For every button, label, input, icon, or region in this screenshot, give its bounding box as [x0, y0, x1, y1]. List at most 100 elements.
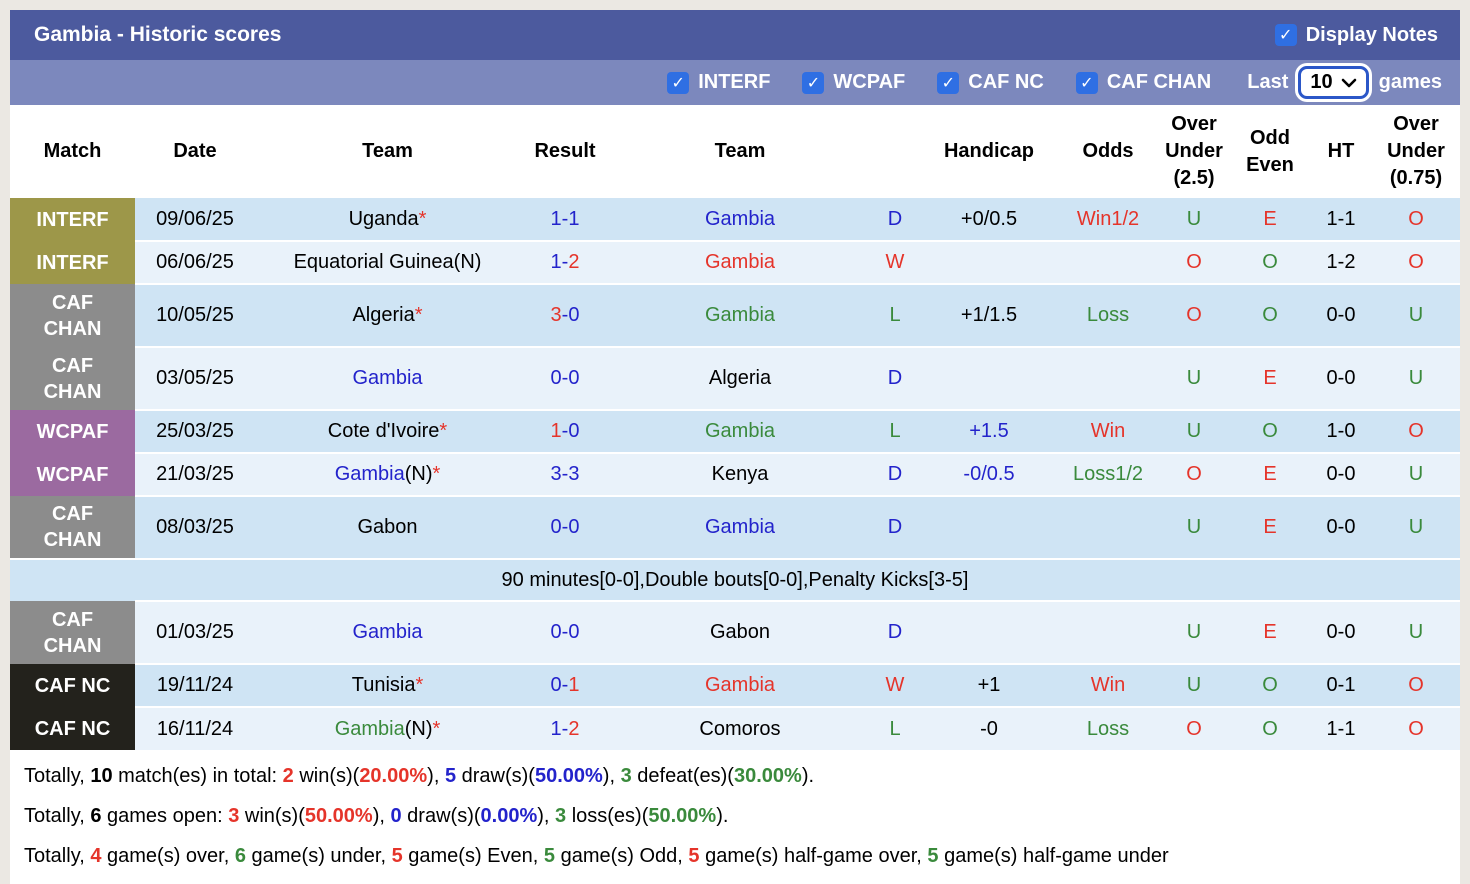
display-notes-label: Display Notes — [1305, 23, 1438, 46]
cell-away-team: Kenya — [610, 452, 870, 496]
cell-dwl: D — [870, 346, 920, 410]
table-header-row: Match Date Team Result Team Handicap Odds Over … — [10, 105, 1460, 198]
col-header-odd-even: Odd Even — [1230, 105, 1310, 198]
table-row: WCPAF 21/03/25 Gambia(N)* 3-3 Kenya D -0/0.5 Lo… — [10, 452, 1460, 496]
league-badge: CAF CHAN — [10, 496, 135, 559]
league-badge: INTERF — [10, 198, 135, 241]
cell-handicap — [920, 600, 1058, 664]
cell-date: 16/11/24 — [135, 706, 255, 750]
summary-footer: Totally, 10 match(es) in total: 2 win(s)… — [10, 750, 1460, 884]
games-count-value: 10 — [1310, 71, 1333, 93]
cell-home-team: Tunisia* — [255, 663, 520, 707]
cell-dwl: L — [870, 283, 920, 347]
col-header-dwl — [870, 105, 920, 198]
checkbox-checked-icon[interactable] — [802, 71, 825, 94]
table-row: CAF CHAN 01/03/25 Gambia 0-0 Gabon D U E 0-0 U — [10, 600, 1460, 664]
cell-result: 3-0 — [520, 283, 610, 347]
filter-wcpaf[interactable]: WCPAF — [802, 71, 905, 94]
cell-result: 3-3 — [520, 452, 610, 496]
cell-dwl: D — [870, 600, 920, 664]
col-header-match: Match — [10, 105, 135, 198]
cell-over-under-075: U — [1372, 600, 1460, 664]
cell-home-team: Gambia — [255, 600, 520, 664]
cell-odd-even: O — [1230, 663, 1310, 707]
cell-dwl: D — [870, 452, 920, 496]
cell-over-under-25: U — [1158, 495, 1230, 559]
cell-over-under-25: O — [1158, 452, 1230, 496]
cell-odds: Loss1/2 — [1058, 452, 1158, 496]
cell-result: 1-2 — [520, 240, 610, 284]
checkbox-checked-icon[interactable] — [667, 71, 690, 94]
cell-dwl: D — [870, 495, 920, 559]
col-header-away-team: Team — [610, 105, 870, 198]
cell-odd-even: E — [1230, 346, 1310, 410]
cell-odd-even: O — [1230, 706, 1310, 750]
match-note: 90 minutes[0-0],Double bouts[0-0],Penalt… — [10, 558, 1460, 601]
league-badge: CAF NC — [10, 707, 135, 750]
cell-handicap: +1.5 — [920, 409, 1058, 453]
cell-result: 1-2 — [520, 706, 610, 750]
note-row: 90 minutes[0-0],Double bouts[0-0],Penalt… — [10, 558, 1460, 601]
cell-handicap — [920, 495, 1058, 559]
filter-bar: INTERF WCPAF CAF NC CAF CHAN Last 10 gam… — [10, 60, 1460, 105]
filter-caf-nc[interactable]: CAF NC — [937, 71, 1044, 94]
filter-interf[interactable]: INTERF — [667, 71, 770, 94]
cell-away-team: Gambia — [610, 409, 870, 453]
cell-ht: 0-0 — [1310, 346, 1372, 410]
cell-odd-even: E — [1230, 198, 1310, 241]
cell-odds: Win — [1058, 409, 1158, 453]
filter-wcpaf-label: WCPAF — [833, 71, 906, 93]
cell-home-team: Gabon — [255, 495, 520, 559]
col-header-home-team: Team — [255, 105, 520, 198]
league-badge: CAF CHAN — [10, 347, 135, 410]
cell-over-under-25: U — [1158, 663, 1230, 707]
cell-handicap: +0/0.5 — [920, 198, 1058, 241]
cell-dwl: L — [870, 706, 920, 750]
table-row: INTERF 06/06/25 Equatorial Guinea(N) 1-2 Gam… — [10, 240, 1460, 284]
last-label: Last — [1247, 71, 1289, 93]
checkbox-checked-icon[interactable] — [937, 71, 960, 94]
checkbox-checked-icon[interactable] — [1075, 71, 1098, 94]
col-header-ht: HT — [1310, 105, 1372, 198]
cell-odd-even: E — [1230, 600, 1310, 664]
league-badge: WCPAF — [10, 410, 135, 453]
title-bar: Gambia - Historic scores Display Notes — [10, 10, 1460, 60]
cell-ht: 1-1 — [1310, 198, 1372, 241]
cell-date: 09/06/25 — [135, 198, 255, 241]
cell-over-under-075: O — [1372, 198, 1460, 241]
cell-away-team: Gambia — [610, 198, 870, 241]
cell-dwl: D — [870, 198, 920, 241]
cell-odd-even: O — [1230, 409, 1310, 453]
cell-home-team: Gambia(N)* — [255, 706, 520, 750]
cell-odds: Loss — [1058, 706, 1158, 750]
cell-away-team: Gambia — [610, 240, 870, 284]
cell-away-team: Gambia — [610, 283, 870, 347]
display-notes-toggle[interactable]: Display Notes — [1274, 23, 1438, 47]
cell-home-team: Uganda* — [255, 198, 520, 241]
filter-caf-nc-label: CAF NC — [968, 71, 1044, 93]
summary-line-total: Totally, 10 match(es) in total: 2 win(s)… — [24, 765, 815, 787]
games-label: games — [1378, 71, 1442, 93]
filter-caf-chan[interactable]: CAF CHAN — [1075, 71, 1211, 94]
cell-date: 21/03/25 — [135, 452, 255, 496]
cell-over-under-25: O — [1158, 240, 1230, 284]
cell-over-under-075: O — [1372, 240, 1460, 284]
cell-over-under-25: O — [1158, 706, 1230, 750]
cell-odds — [1058, 346, 1158, 410]
cell-result: 0-0 — [520, 600, 610, 664]
cell-home-team: Cote d'Ivoire* — [255, 409, 520, 453]
cell-away-team: Gabon — [610, 600, 870, 664]
cell-away-team: Gambia — [610, 663, 870, 707]
cell-handicap — [920, 346, 1058, 410]
page-title: Gambia - Historic scores — [34, 23, 282, 46]
cell-handicap — [920, 240, 1058, 284]
league-badge: CAF CHAN — [10, 601, 135, 664]
cell-handicap: +1/1.5 — [920, 283, 1058, 347]
cell-over-under-25: U — [1158, 346, 1230, 410]
cell-dwl: L — [870, 409, 920, 453]
table-row: INTERF 09/06/25 Uganda* 1-1 Gambia D +0/0.5 Win… — [10, 198, 1460, 241]
cell-date: 01/03/25 — [135, 600, 255, 664]
games-count-select[interactable]: 10 — [1298, 66, 1369, 99]
checkbox-checked-icon[interactable] — [1274, 24, 1297, 46]
historic-scores-panel: Gambia - Historic scores Display Notes I… — [10, 10, 1460, 884]
